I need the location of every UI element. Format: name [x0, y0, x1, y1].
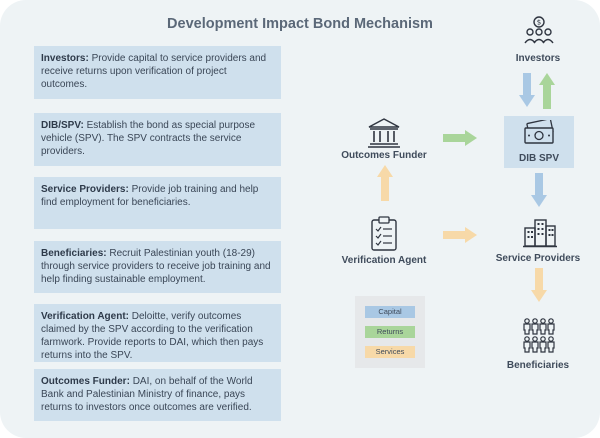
node-dib-spv-label: DIB SPV [518, 153, 559, 164]
desc-outcomes-funder-text: DAI, on behalf of the World Bank and Pal… [41, 376, 253, 413]
desc-beneficiaries-text: Recruit Palestinian youth (18-29) throug… [41, 248, 271, 285]
svg-text:$: $ [537, 19, 541, 27]
desc-investors-name: Investors: [41, 53, 89, 64]
desc-dib-spv: DIB/SPV: Establish the bond as special p… [34, 113, 281, 166]
desc-service-providers-name: Service Providers: [41, 184, 129, 195]
node-investors-label: Investors [515, 53, 561, 64]
clipboard-checklist-icon [371, 216, 397, 251]
buildings-icon [523, 219, 557, 248]
node-beneficiaries-label: Beneficiaries [506, 360, 570, 371]
desc-investors: Investors: Provide capital to service pr… [34, 46, 281, 99]
node-outcomes-funder-label: Outcomes Funder [341, 150, 427, 161]
capital-arrow-investors-to-spv [519, 73, 535, 107]
returns-arrow-funder-to-spv [443, 130, 477, 146]
node-service-providers-label: Service Providers [495, 253, 581, 264]
desc-beneficiaries: Beneficiaries: Recruit Palestinian youth… [34, 241, 281, 293]
desc-beneficiaries-name: Beneficiaries: [41, 248, 107, 259]
legend-returns: Returns [365, 326, 415, 338]
bank-icon [368, 118, 400, 148]
investors-icon: $ [524, 16, 554, 44]
desc-dib-spv-name: DIB/SPV: [41, 120, 84, 131]
legend-services: Services [365, 346, 415, 358]
legend: Capital Returns Services [355, 296, 425, 368]
desc-dib-spv-text: Establish the bond as special purpose ve… [41, 120, 256, 157]
returns-arrow-spv-to-investors [539, 73, 555, 109]
desc-service-providers-text: Provide job training and help find emplo… [41, 184, 259, 208]
diagram-title: Development Impact Bond Mechanism [167, 16, 433, 32]
node-verification-agent-label: Verification Agent [341, 255, 427, 266]
services-arrow-agent-to-providers [443, 227, 477, 243]
desc-verification-agent-text: Deloitte, verify outcomes claimed by the… [41, 311, 264, 361]
cash-icon [524, 120, 554, 144]
services-arrow-providers-to-beneficiaries [531, 268, 547, 302]
group-people-icon [523, 318, 555, 353]
capital-arrow-spv-to-providers [531, 173, 547, 207]
legend-capital: Capital [365, 306, 415, 318]
desc-outcomes-funder-name: Outcomes Funder: [41, 376, 130, 387]
desc-service-providers: Service Providers: Provide job training … [34, 177, 281, 229]
desc-outcomes-funder: Outcomes Funder: DAI, on behalf of the W… [34, 369, 281, 421]
desc-verification-agent-name: Verification Agent: [41, 311, 129, 322]
desc-investors-text: Provide capital to service providers and… [41, 53, 267, 90]
desc-verification-agent: Verification Agent: Deloitte, verify out… [34, 304, 281, 362]
services-arrow-agent-to-funder [377, 165, 393, 201]
